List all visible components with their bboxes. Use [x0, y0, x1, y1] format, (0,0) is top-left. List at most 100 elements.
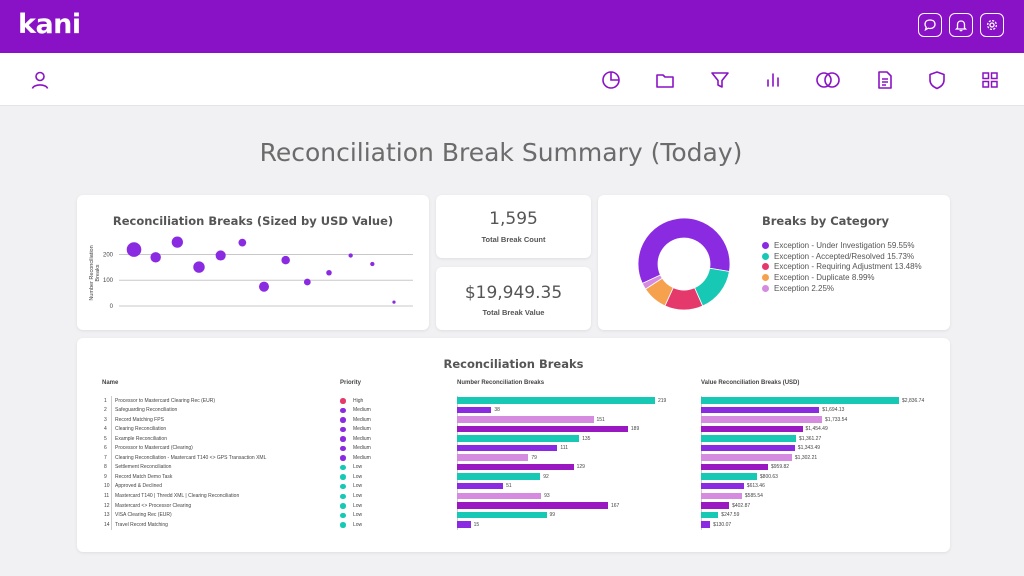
- count-bar: [457, 473, 541, 480]
- folder-icon[interactable]: [654, 69, 676, 91]
- count-axis-line: [457, 396, 458, 530]
- bubble[interactable]: [281, 255, 290, 265]
- priority-dot: [340, 455, 346, 461]
- legend-item: Exception - Duplicate 8.99%: [762, 273, 875, 282]
- table-row[interactable]: 1 Processor to Mastercard Clearing Rec (E…: [77, 396, 950, 406]
- bubble[interactable]: [215, 250, 226, 261]
- rings-icon[interactable]: [814, 69, 842, 91]
- row-number: 12: [104, 502, 110, 509]
- bubble[interactable]: [171, 236, 183, 248]
- table-row[interactable]: 7 Clearing Reconciliation - Mastercard T1…: [77, 453, 950, 463]
- value-bar: [701, 511, 719, 519]
- bubble[interactable]: [150, 252, 161, 263]
- count-bar: [457, 416, 594, 423]
- shield-icon[interactable]: [926, 69, 948, 91]
- bubble[interactable]: [126, 242, 142, 257]
- row-name: Record Match Demo Task: [115, 473, 173, 480]
- priority-dot: [340, 474, 346, 480]
- kani-logo[interactable]: kani: [18, 9, 81, 40]
- count-label: 51: [506, 483, 512, 490]
- value-label: $613.46: [746, 483, 765, 490]
- donut-title: Breaks by Category: [762, 214, 890, 228]
- bubble[interactable]: [370, 261, 375, 267]
- table-row[interactable]: 11 Mastercard T140 | Thredd XML | Clearin…: [77, 492, 950, 502]
- legend-item: Exception - Requiring Adjustment 13.48%: [762, 262, 922, 271]
- row-name: Record Matching FPS: [115, 416, 164, 423]
- table-row[interactable]: 6 Processor to Mastercard (Clearing) Mediu…: [77, 444, 950, 454]
- table-row[interactable]: 5 Example Reconciliation Medium 135 $1,361.2…: [77, 434, 950, 444]
- table-row[interactable]: 9 Record Match Demo Task Low 92 $800.63: [77, 472, 950, 482]
- priority-dot: [340, 483, 346, 490]
- table-row[interactable]: 2 Safeguarding Reconciliation Medium 38 $1,6…: [77, 406, 950, 416]
- value-label: $1,343.49: [797, 445, 821, 452]
- value-label: $130.07: [713, 521, 732, 528]
- legend-label: Exception 2.25%: [774, 284, 835, 293]
- gear-icon: [986, 19, 998, 31]
- row-priority: Medium: [353, 416, 371, 423]
- count-bar: [457, 425, 628, 433]
- document-icon[interactable]: [874, 69, 896, 91]
- donut-slice[interactable]: [641, 274, 663, 290]
- notifications-button[interactable]: [949, 13, 973, 37]
- priority-dot: [340, 464, 346, 471]
- pie-chart-icon[interactable]: [600, 69, 622, 91]
- table-row[interactable]: 3 Record Matching FPS Medium 151 $1,733.54: [77, 415, 950, 425]
- row-number: 2: [104, 407, 107, 414]
- bubble[interactable]: [326, 270, 332, 276]
- value-label: $1,361.27: [799, 435, 822, 442]
- bubble[interactable]: [238, 238, 247, 247]
- donut-card: Breaks by Category Exception - Under Inv…: [598, 195, 950, 330]
- table-row[interactable]: 12 Mastercard <> Processor Clearing Low 167…: [77, 501, 950, 511]
- donut-slice[interactable]: [637, 217, 731, 284]
- row-name: Mastercard <> Processor Clearing: [115, 502, 192, 509]
- table-row[interactable]: 10 Approved & Declined Low 51 $613.46: [77, 482, 950, 492]
- bubble-chart-card: Reconciliation Breaks (Sized by USD Valu…: [77, 195, 429, 330]
- row-number: 7: [104, 454, 107, 461]
- bubble[interactable]: [258, 281, 270, 292]
- bubble[interactable]: [303, 278, 311, 286]
- bubble-chart: 0 100 200: [103, 236, 413, 310]
- count-bar: [457, 492, 542, 499]
- value-bar: [701, 463, 768, 471]
- count-label: 92: [543, 473, 549, 480]
- table-row[interactable]: 13 VISA Clearing Rec (EUR) Low 99 $247.59: [77, 511, 950, 521]
- row-number: 8: [104, 464, 107, 471]
- y-tick-label: 100: [103, 278, 114, 284]
- bar-chart-icon[interactable]: [762, 69, 784, 91]
- row-priority: Medium: [353, 426, 371, 433]
- bubble[interactable]: [193, 261, 205, 273]
- legend-label: Exception - Duplicate 8.99%: [774, 273, 875, 282]
- chat-button[interactable]: [918, 13, 942, 37]
- total-break-value-label: Total Break Value: [482, 308, 545, 317]
- row-name: Clearing Reconciliation: [115, 426, 167, 433]
- user-icon[interactable]: [29, 69, 51, 91]
- count-bar: [457, 511, 547, 519]
- value-bar: [701, 473, 757, 480]
- bubble[interactable]: [348, 253, 353, 258]
- row-number: 10: [104, 483, 110, 490]
- settings-button[interactable]: [980, 13, 1004, 37]
- table-row[interactable]: 8 Settlement Reconciliation Low 129 $959.82: [77, 463, 950, 473]
- filter-icon[interactable]: [709, 69, 731, 91]
- count-bar: [457, 435, 580, 442]
- legend-label: Exception - Under Investigation 59.55%: [774, 241, 915, 250]
- count-bar: [457, 521, 471, 528]
- legend-item: Exception - Accepted/Resolved 15.73%: [762, 252, 914, 261]
- table-row[interactable]: 4 Clearing Reconciliation Medium 189 $1,454.…: [77, 425, 950, 435]
- total-break-count-label: Total Break Count: [481, 235, 546, 244]
- grid-icon[interactable]: [979, 69, 1001, 91]
- legend-swatch: [762, 263, 769, 270]
- count-label: 93: [544, 493, 550, 499]
- priority-dot: [340, 436, 346, 442]
- table-row[interactable]: 14 Travel Record Matching Low 15 $130.07: [77, 520, 950, 530]
- row-priority: Low: [353, 464, 363, 471]
- top-bar: kani: [0, 0, 1024, 53]
- priority-dot: [340, 417, 346, 423]
- row-priority: Medium: [353, 407, 371, 414]
- count-label: 15: [473, 521, 480, 528]
- row-number: 11: [104, 493, 110, 499]
- count-bar: [457, 482, 504, 490]
- bubble[interactable]: [392, 300, 396, 304]
- priority-dot: [340, 445, 346, 452]
- kpi-card-value: $19,949.35 Total Break Value: [436, 267, 591, 330]
